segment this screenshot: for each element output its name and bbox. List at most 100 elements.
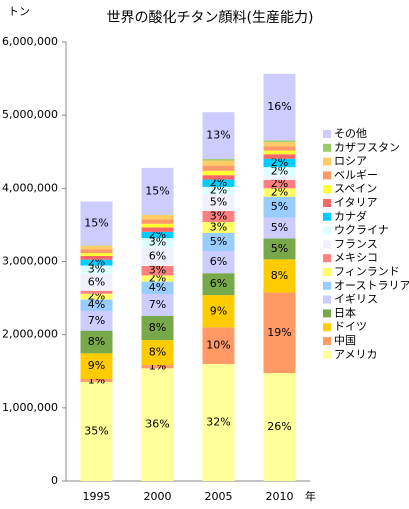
legend-label: 日本 xyxy=(334,305,356,319)
legend-swatch xyxy=(323,199,331,207)
bar-segment xyxy=(80,353,113,379)
x-tick-label: 2010 xyxy=(266,490,294,503)
legend-label: イタリア xyxy=(334,196,378,209)
data-label: 6% xyxy=(210,277,227,290)
bar-segment xyxy=(263,175,296,180)
data-label: 8% xyxy=(88,335,105,348)
y-tick-label: 2,000,000 xyxy=(2,328,58,341)
bar-segment xyxy=(263,150,296,155)
bar-segment xyxy=(263,259,296,293)
data-label: 3% xyxy=(88,263,105,276)
bar-segment xyxy=(202,112,235,160)
data-label: 13% xyxy=(206,129,230,142)
legend-swatch xyxy=(323,212,331,221)
bar-segment xyxy=(141,167,174,215)
bar-segment xyxy=(263,217,296,239)
bar-segment xyxy=(80,299,113,311)
bar-segment xyxy=(202,327,235,364)
bar-segment xyxy=(141,215,174,220)
legend-label: スペイン xyxy=(334,182,377,195)
data-label: 9% xyxy=(210,304,227,317)
bar-segment xyxy=(263,140,296,142)
bar-segment xyxy=(202,295,235,328)
bar-segment xyxy=(202,232,235,252)
bar-segment xyxy=(80,330,113,354)
data-label: 3% xyxy=(149,236,166,249)
chart-title: 世界の酸化チタン顔料(生産能力) xyxy=(107,10,314,26)
bar-segment xyxy=(263,196,296,218)
data-label: 4% xyxy=(149,281,166,294)
bar-segment xyxy=(263,373,296,481)
data-label: 6% xyxy=(149,250,166,263)
x-tick-label: 2005 xyxy=(205,490,233,503)
bar-segment xyxy=(202,179,235,187)
bar-segment xyxy=(263,167,296,176)
bar-segment xyxy=(80,259,113,266)
legend-label: オーストラリア xyxy=(334,279,409,292)
legend-label: フィンランド xyxy=(334,265,400,278)
data-label: 2% xyxy=(271,186,288,199)
legend-swatch xyxy=(323,268,331,276)
bar-segment xyxy=(80,253,113,257)
bar-segment xyxy=(263,146,296,151)
bar-segment xyxy=(141,316,174,341)
legend-label: フランス xyxy=(334,237,378,250)
bar-segment xyxy=(80,293,113,300)
legend-swatch xyxy=(323,143,331,152)
legend-swatch xyxy=(323,281,331,290)
data-label: 8% xyxy=(271,269,288,282)
bar-segment xyxy=(202,251,235,274)
y-tick-label: 6,000,000 xyxy=(2,35,58,48)
bar-segment xyxy=(80,290,113,294)
legend-label: アメリカ xyxy=(334,348,377,361)
data-label: 8% xyxy=(149,321,166,334)
legend-label: その他 xyxy=(334,127,367,140)
bar-segment xyxy=(141,368,174,481)
bar-segment xyxy=(141,238,174,248)
data-label: 6% xyxy=(210,255,227,268)
data-label: 4% xyxy=(88,298,105,311)
legend-swatch xyxy=(323,323,331,332)
bar-segment xyxy=(141,281,174,295)
data-label: 6% xyxy=(88,275,105,288)
data-label: 3% xyxy=(210,220,227,233)
data-label: 3% xyxy=(149,264,166,277)
data-label: 2% xyxy=(271,164,288,177)
bar-segment xyxy=(141,294,174,317)
data-label: 3% xyxy=(210,210,227,223)
bar-segment xyxy=(141,365,174,369)
bar-segment xyxy=(80,381,113,481)
data-label: 15% xyxy=(84,216,108,229)
data-label: 7% xyxy=(149,298,166,311)
data-label: 32% xyxy=(206,415,230,428)
legend-swatch xyxy=(323,240,331,249)
bar-segment xyxy=(80,273,113,291)
bar-segment xyxy=(141,265,174,276)
y-tick-label: 5,000,000 xyxy=(2,108,58,121)
legend-label: ドイツ xyxy=(334,320,367,333)
bar-segment xyxy=(263,292,296,374)
legend-swatch xyxy=(323,350,331,359)
bar-segment xyxy=(80,249,113,254)
y-axis-label: トン xyxy=(8,5,30,18)
bar-segment xyxy=(141,247,174,266)
legend-swatch xyxy=(323,226,331,235)
y-tick-label: 0 xyxy=(51,474,58,487)
bar-segment xyxy=(263,158,296,168)
bar-segment xyxy=(202,170,235,176)
bar-segment xyxy=(202,165,235,171)
bar-segment xyxy=(202,186,235,195)
bar-segment xyxy=(141,340,174,366)
bar-segment xyxy=(263,73,296,141)
legend-swatch xyxy=(323,185,331,194)
legend-swatch xyxy=(323,295,331,304)
bar-segment xyxy=(80,201,113,246)
data-label: 5% xyxy=(210,235,227,248)
bar-segment xyxy=(202,221,235,233)
legend-swatch xyxy=(323,130,331,138)
bar-segment xyxy=(141,219,174,224)
data-label: 5% xyxy=(210,196,227,209)
bar-segment xyxy=(202,194,235,212)
y-tick-label: 3,000,000 xyxy=(2,255,58,268)
bar-segment xyxy=(80,256,113,260)
